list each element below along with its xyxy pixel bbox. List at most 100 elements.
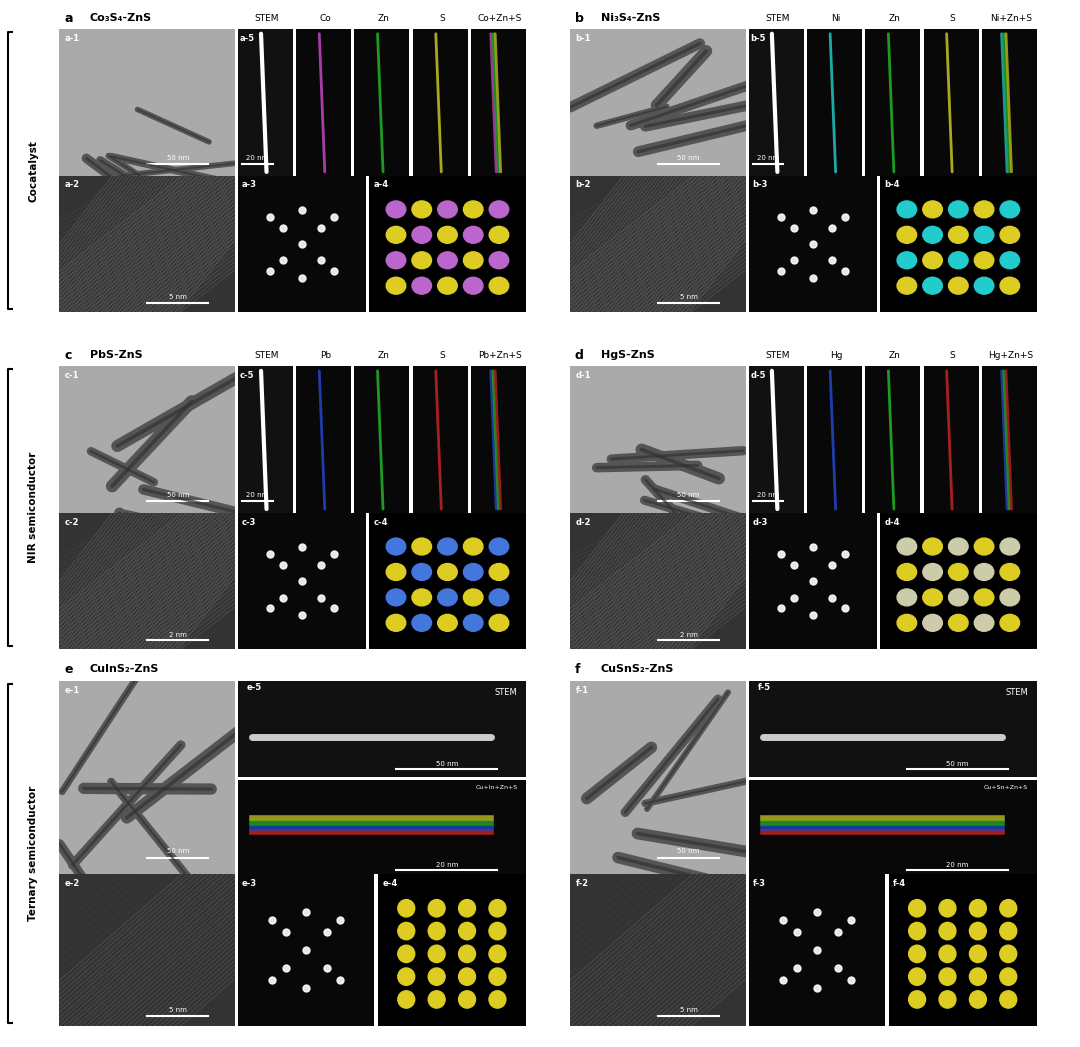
Circle shape [1000,538,1020,555]
Point [828,960,846,977]
Point [274,589,292,606]
Point [804,573,821,589]
Point [312,589,329,606]
Point [788,923,806,940]
Point [261,263,279,280]
Text: CuSnS₂-ZnS: CuSnS₂-ZnS [600,664,674,674]
Circle shape [908,990,926,1008]
Circle shape [974,252,994,269]
Point [298,980,315,997]
Circle shape [489,945,505,962]
Point [772,208,789,225]
Point [312,220,329,237]
Circle shape [489,538,509,555]
Text: a-3: a-3 [242,180,257,190]
Circle shape [1000,968,1016,985]
Circle shape [897,538,917,555]
Point [318,923,335,940]
Circle shape [922,538,943,555]
Text: b-1: b-1 [576,34,591,43]
Point [293,573,310,589]
Circle shape [939,922,956,940]
Circle shape [428,899,445,917]
Text: f: f [575,663,580,675]
Point [788,960,806,977]
Text: d-4: d-4 [885,517,900,527]
Text: STEM: STEM [766,14,791,22]
Circle shape [397,922,415,940]
Text: c-4: c-4 [374,517,388,527]
Point [804,236,821,252]
Circle shape [948,563,968,580]
Point [332,972,349,988]
Circle shape [974,538,994,555]
Point [312,252,329,269]
Point [809,904,826,920]
Point [293,539,310,556]
Text: Zn: Zn [378,351,390,359]
Circle shape [489,589,509,606]
Text: Hg: Hg [829,351,842,359]
Circle shape [411,277,432,294]
Circle shape [939,899,956,917]
Text: a-4: a-4 [374,180,389,190]
Circle shape [1000,226,1020,243]
Point [274,252,292,269]
Circle shape [897,589,917,606]
Text: Zn: Zn [889,351,901,359]
Circle shape [463,226,483,243]
Text: c-1: c-1 [65,371,79,380]
Text: a-2: a-2 [65,180,80,190]
Text: e-4: e-4 [382,878,397,888]
Text: d-3: d-3 [753,517,768,527]
Text: 5 nm: 5 nm [168,294,187,300]
Text: 5 nm: 5 nm [679,1007,698,1013]
Text: d: d [575,349,584,361]
Point [293,236,310,252]
Circle shape [922,252,943,269]
Point [293,270,310,287]
Text: Pb+Zn+S: Pb+Zn+S [478,351,522,359]
Text: STEM: STEM [1005,688,1028,697]
Circle shape [970,990,986,1008]
Point [823,220,840,237]
Circle shape [948,538,968,555]
Circle shape [397,990,415,1008]
Circle shape [1000,589,1020,606]
Circle shape [974,563,994,580]
Text: 5 nm: 5 nm [168,1007,187,1013]
Text: e-2: e-2 [65,878,80,888]
Point [261,208,279,225]
Text: 20 nm: 20 nm [246,492,269,498]
Circle shape [897,563,917,580]
Text: STEM: STEM [255,351,280,359]
Circle shape [908,922,926,940]
Text: d-2: d-2 [576,517,591,527]
Text: 50 nm: 50 nm [677,848,700,853]
Circle shape [411,563,432,580]
Text: f-4: f-4 [893,878,906,888]
Circle shape [908,899,926,917]
Point [809,980,826,997]
Circle shape [387,563,406,580]
Text: Zn: Zn [378,14,390,22]
Text: Zn: Zn [889,14,901,22]
Text: S: S [438,14,445,22]
Text: b-2: b-2 [576,180,591,190]
Point [298,941,315,958]
Text: Hg+Zn+S: Hg+Zn+S [988,351,1034,359]
Circle shape [463,563,483,580]
Text: 20 nm: 20 nm [946,862,969,868]
Point [804,607,821,624]
Text: b-4: b-4 [885,180,900,190]
Circle shape [974,589,994,606]
Text: 50 nm: 50 nm [166,848,189,853]
Text: Ternary semiconductor: Ternary semiconductor [28,785,39,921]
Text: c-3: c-3 [242,517,256,527]
Text: Cocatalyst: Cocatalyst [28,139,39,202]
Point [264,911,281,928]
Circle shape [387,277,406,294]
Point [772,545,789,562]
Circle shape [428,945,445,962]
Circle shape [387,252,406,269]
